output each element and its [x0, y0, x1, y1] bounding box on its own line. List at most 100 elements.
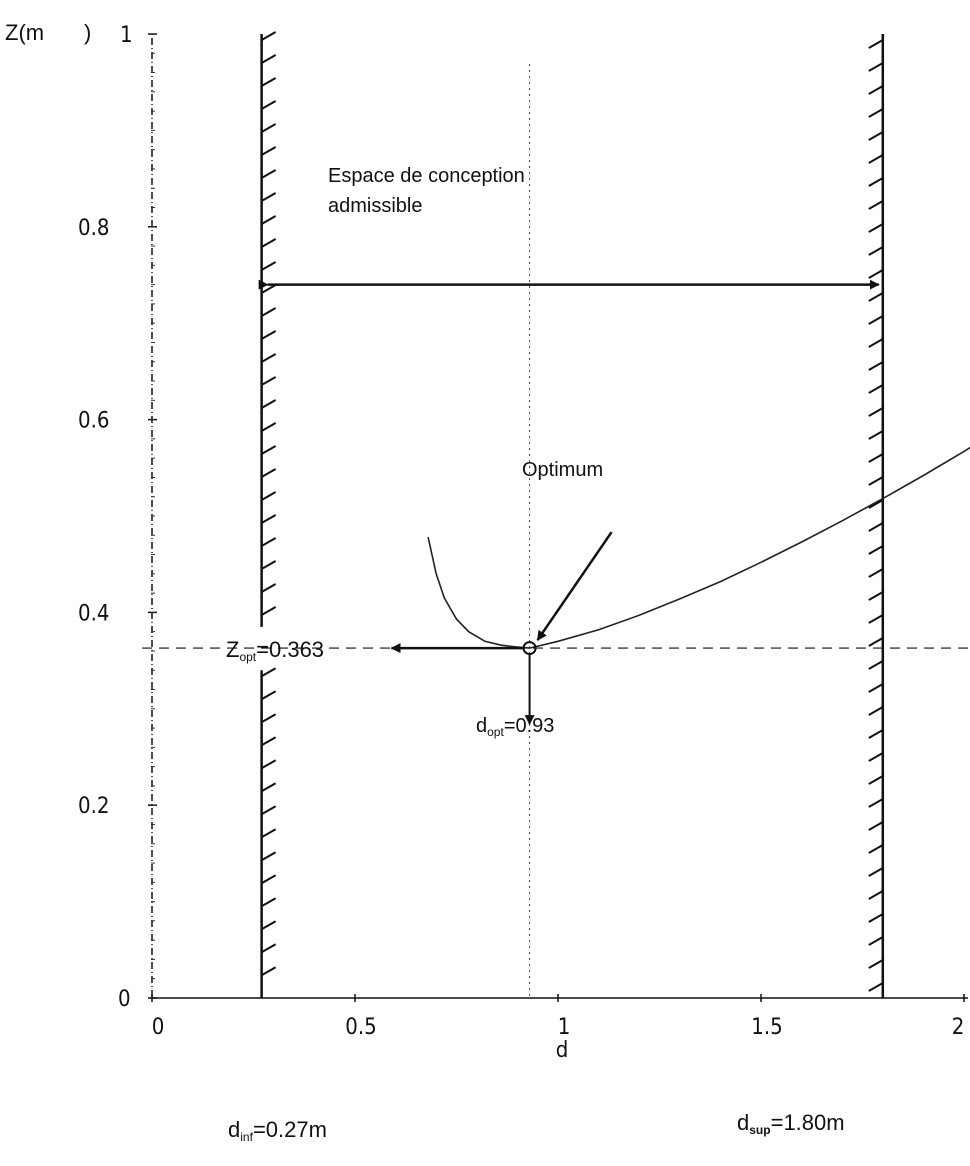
- constraint-hatch: [261, 690, 277, 701]
- constraint-hatch: [868, 614, 884, 624]
- zopt-sub: opt: [239, 650, 256, 664]
- constraint-hatch: [868, 637, 884, 647]
- constraint-hatch: [261, 667, 277, 678]
- constraint-hatch: [868, 660, 884, 670]
- constraint-hatch: [261, 169, 277, 179]
- constraint-hatch: [261, 468, 277, 478]
- constraint-walls: [260, 31, 885, 998]
- y-ticks: 0 0.2 0.4 0.6 0.8 1: [78, 23, 157, 1012]
- constraint-hatch: [868, 752, 884, 762]
- constraint-hatch: [261, 422, 277, 432]
- constraint-hatch: [261, 560, 277, 570]
- constraint-hatch: [868, 683, 884, 693]
- optimum-pointer-arrow: [536, 531, 613, 641]
- constraint-hatch: [868, 545, 884, 555]
- admissible-label-line1: Espace de conception: [328, 165, 525, 187]
- dsup-value: =1.80m: [771, 1110, 845, 1135]
- dopt-sub: opt: [487, 725, 504, 739]
- y-tick-label: 1: [120, 23, 133, 48]
- constraint-hatch: [868, 591, 884, 601]
- y-axis-label: Z(m: [5, 20, 44, 45]
- constraint-hatch: [868, 568, 884, 578]
- constraint-hatch: [261, 123, 277, 133]
- constraint-hatch: [261, 146, 277, 156]
- admissible-label-line2: admissible: [328, 195, 422, 217]
- dinf-label: dinf=0.27m: [228, 1117, 327, 1144]
- constraint-hatch: [868, 821, 884, 831]
- constraint-hatch: [261, 307, 277, 317]
- x-tick-label: 2: [952, 1015, 965, 1040]
- constraint-hatch: [261, 100, 277, 110]
- constraint-hatch: [868, 499, 884, 509]
- constraint-hatch: [261, 284, 277, 294]
- constraint-hatch: [868, 85, 884, 95]
- constraint-hatch: [868, 269, 884, 279]
- constraint-hatch: [868, 407, 884, 417]
- zopt-value: =0.363: [256, 637, 324, 662]
- constraint-hatch: [868, 338, 884, 348]
- constraint-hatch: [868, 729, 884, 739]
- constraint-hatch: [868, 430, 884, 440]
- x-tick-label: 1: [558, 1015, 571, 1040]
- constraint-hatch: [868, 384, 884, 394]
- constraint-hatch: [868, 223, 884, 233]
- constraint-hatch: [261, 445, 277, 455]
- constraint-hatch: [261, 238, 277, 248]
- constraint-hatch: [261, 537, 277, 547]
- constraint-hatch: [868, 798, 884, 808]
- constraint-hatch: [868, 292, 884, 302]
- constraint-hatch: [261, 514, 277, 524]
- dopt-main: d: [476, 715, 487, 737]
- constraint-hatch: [868, 476, 884, 486]
- constraint-hatch: [868, 200, 884, 210]
- dsup-main: d: [737, 1110, 749, 1135]
- objective-curve: [427, 446, 970, 649]
- constraint-hatch: [868, 62, 884, 72]
- constraint-hatch: [868, 177, 884, 187]
- dinf-value: =0.27m: [253, 1117, 327, 1142]
- constraint-hatch: [261, 54, 277, 64]
- constraint-hatch: [868, 246, 884, 256]
- constraint-hatch: [261, 713, 277, 724]
- constraint-hatch: [261, 606, 277, 616]
- constraint-hatch: [868, 131, 884, 141]
- constraint-hatch: [868, 867, 884, 877]
- constraint-hatch: [868, 453, 884, 463]
- constraint-hatch: [261, 353, 277, 363]
- constraint-hatch: [868, 361, 884, 371]
- constraint-hatch: [261, 192, 277, 202]
- constraint-hatch: [261, 782, 277, 793]
- constraint-hatch: [868, 108, 884, 118]
- x-ticks: 0 0.5 1 1.5 2: [151, 994, 965, 1040]
- y-axis-label-close: ): [84, 20, 91, 45]
- constraint-hatch: [261, 828, 277, 839]
- y-tick-label: 0: [118, 987, 131, 1012]
- constraint-hatch: [261, 491, 277, 501]
- dopt-value: =0.93: [504, 715, 555, 737]
- x-axis-label: d: [556, 1038, 569, 1063]
- constraint-hatch: [261, 920, 277, 931]
- constraint-hatch: [261, 215, 277, 225]
- constraint-hatch: [868, 959, 884, 969]
- constraint-hatch: [261, 805, 277, 816]
- zopt-main: Z: [226, 637, 239, 662]
- constraint-hatch: [868, 522, 884, 532]
- constraint-hatch: [261, 874, 277, 885]
- dsup-label: dsup=1.80m: [737, 1110, 845, 1137]
- y-tick-label: 0.2: [78, 794, 109, 819]
- constraint-hatch: [868, 913, 884, 923]
- constraint-hatch: [261, 330, 277, 340]
- dinf-sub: inf: [240, 1130, 253, 1144]
- constraint-hatch: [261, 966, 277, 977]
- constraint-hatch: [261, 736, 277, 747]
- optimum-label: Optimum: [522, 459, 603, 481]
- constraint-hatch: [868, 39, 884, 49]
- y-tick-label: 0.8: [78, 216, 109, 241]
- zopt-label: Zopt=0.363: [226, 637, 324, 664]
- constraint-hatch: [868, 890, 884, 900]
- constraint-hatch: [868, 982, 884, 992]
- constraint-hatch: [261, 31, 277, 41]
- constraint-hatch: [261, 376, 277, 386]
- constraint-hatch: [261, 399, 277, 409]
